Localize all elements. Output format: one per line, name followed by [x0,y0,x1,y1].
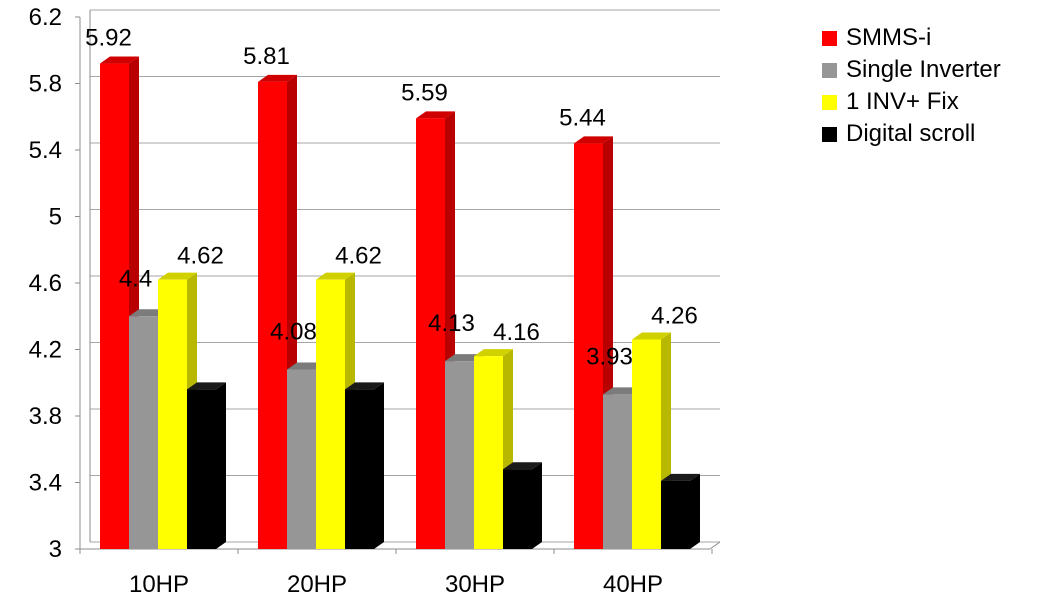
bars [100,56,700,550]
data-label: 3.93 [586,343,633,370]
bar-digital-scroll-30hp [503,462,542,549]
data-label: 5.59 [401,79,448,106]
x-tick-label: 10HP [129,571,189,598]
data-label: 4.08 [270,318,317,345]
y-tick-label: 3.4 [29,470,62,497]
y-tick-label: 5.4 [29,137,62,164]
y-tick-label: 3.8 [29,403,62,430]
legend-label: 1 INV+ Fix [846,88,959,115]
legend-label: SMMS-i [846,24,932,51]
data-label: 4.26 [651,303,698,330]
legend-item: Single Inverter [822,54,1001,86]
data-labels: 5.92 4.4 4.62 5.81 4.08 4.62 5.59 4.13 4.16 5.44 3… [85,25,698,371]
bar-digital-scroll-20hp [345,382,384,549]
y-tick-label: 5 [49,204,62,231]
x-tick-label: 40HP [603,571,663,598]
data-label: 4.16 [493,319,540,346]
legend-label: Single Inverter [846,56,1001,83]
legend-item: 1 INV+ Fix [822,86,1001,118]
legend-item: Digital scroll [822,118,1001,150]
data-label: 4.4 [119,265,152,292]
y-tick-label: 3 [49,536,62,563]
data-label: 4.62 [177,243,224,270]
data-label: 5.92 [85,25,132,52]
data-label: 5.81 [243,43,290,70]
legend-swatch [822,62,837,78]
legend-item: SMMS-i [822,22,1001,54]
bar-digital-scroll-40hp [661,473,700,549]
y-tick-label: 5.8 [29,71,62,98]
legend-swatch [822,30,837,46]
data-label: 4.13 [428,310,475,337]
floor-edge [709,541,721,550]
legend-swatch [822,126,837,142]
legend: SMMS-i Single Inverter 1 INV+ Fix Digital s… [822,22,1001,150]
data-label: 5.44 [559,104,606,131]
legend-swatch [822,94,837,110]
y-tick-label: 6.2 [29,4,62,31]
data-label: 4.62 [335,243,382,270]
legend-label: Digital scroll [846,120,976,147]
bar-digital-scroll-10hp [187,382,226,549]
y-tick-label: 4.2 [29,337,62,364]
tick-labels: 3 3.4 3.8 4.2 4.6 5 5.4 5.8 6.2 10HP 20HP 30HP 40HP [29,4,663,598]
x-tick-label: 20HP [287,571,347,598]
x-tick-label: 30HP [445,571,505,598]
y-tick-label: 4.6 [29,270,62,297]
